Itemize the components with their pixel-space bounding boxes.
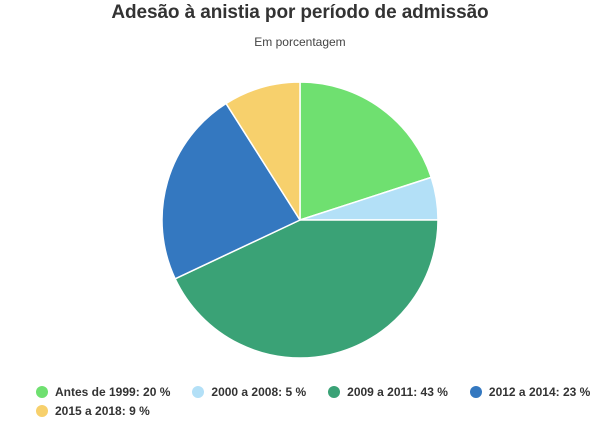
legend-label: Antes de 1999: 20 %: [55, 384, 171, 399]
legend-row: 2015 a 2018: 9 %: [36, 401, 584, 420]
legend-item-2012-2014[interactable]: 2012 a 2014: 23 %: [469, 384, 591, 399]
legend-item-2009-2011[interactable]: 2009 a 2011: 43 %: [328, 385, 448, 399]
legend-item-2000-2008[interactable]: 2000 a 2008: 5 %: [192, 385, 306, 399]
legend-item-antes-1999[interactable]: Antes de 1999: 20 %: [36, 385, 170, 399]
legend-row: Antes de 1999: 20 % 2000 a 2008: 5 % 200…: [36, 382, 590, 401]
chart-subtitle: Em porcentagem: [254, 35, 346, 49]
legend-label: 2000 a 2008: 5 %: [211, 384, 307, 399]
legend-swatch: [469, 385, 482, 398]
legend-label: 2009 a 2011: 43 %: [347, 384, 448, 399]
legend-swatch: [192, 385, 205, 398]
chart-legend: Antes de 1999: 20 % 2000 a 2008: 5 % 200…: [36, 382, 590, 420]
pie-chart: [161, 81, 439, 359]
legend-swatch: [36, 404, 48, 417]
pie-slice-2015-a-2018[interactable]: [225, 81, 301, 221]
legend-item-2015-2018[interactable]: 2015 a 2018: 9 %: [36, 404, 150, 418]
pie-slice-2012-a-2014[interactable]: [161, 102, 301, 280]
chart-title: Adesão à anistia por período de admissão: [111, 2, 489, 23]
legend-swatch: [36, 385, 48, 398]
pie-slice-2009-a-2011[interactable]: [174, 219, 439, 359]
legend-label: 2012 a 2014: 23 %: [488, 384, 591, 399]
pie-slice-antes-de-1999[interactable]: [299, 81, 432, 221]
legend-label: 2015 a 2018: 9 %: [55, 403, 150, 418]
legend-swatch: [328, 385, 341, 398]
